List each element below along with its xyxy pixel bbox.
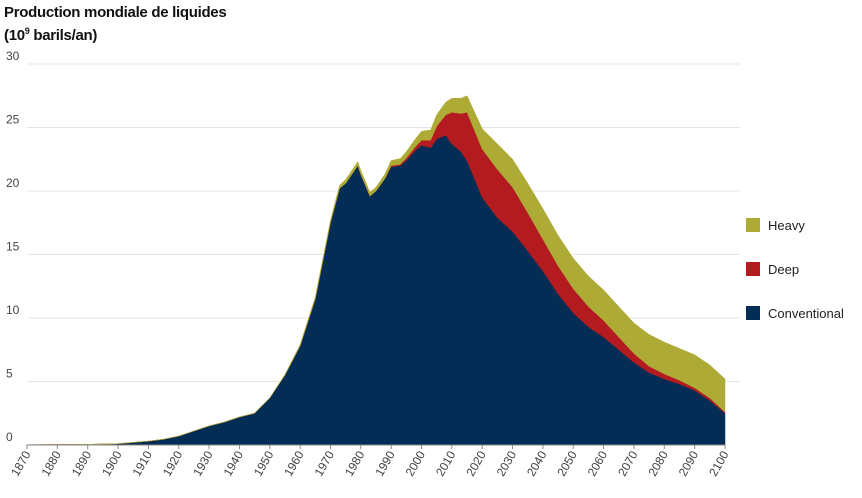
x-tick-label: 2040 [524, 448, 550, 478]
x-tick-label: 2070 [615, 448, 641, 478]
legend-label-heavy: Heavy [768, 217, 805, 233]
y-tick-label: 10 [6, 303, 20, 317]
x-tick-label: 1880 [38, 448, 64, 478]
x-tick-label: 1940 [221, 448, 247, 478]
chart-title: Production mondiale de liquides [4, 4, 227, 21]
x-tick-label: 1910 [130, 448, 156, 478]
unit-exponent: 9 [24, 26, 30, 36]
legend-swatch-deep [746, 262, 760, 276]
area-heavy [26, 95, 726, 445]
y-tick-label: 20 [6, 176, 20, 190]
legend-swatch-conventional [746, 306, 760, 320]
x-tick-label: 2100 [706, 448, 732, 478]
x-tick-label: 1990 [372, 448, 398, 478]
x-tick-label: 2000 [403, 448, 429, 478]
x-tick-label: 2050 [554, 448, 580, 478]
legend-item-conventional: Conventional [746, 302, 844, 324]
x-tick-label: 1890 [69, 448, 95, 478]
x-tick-label: 1920 [160, 448, 186, 478]
y-tick-label: 25 [6, 113, 20, 127]
y-tick-label: 0 [6, 430, 13, 444]
x-tick-label: 1960 [281, 448, 307, 478]
x-tick-label: 2080 [645, 448, 671, 478]
unit-rest: barils/an) [29, 27, 98, 44]
x-tick-label: 2060 [585, 448, 611, 478]
y-tick-label: 30 [6, 49, 20, 63]
legend-swatch-heavy [746, 218, 760, 232]
x-tick-label: 1870 [8, 448, 34, 478]
x-tick-label: 2090 [676, 448, 702, 478]
legend-label-conventional: Conventional [768, 305, 844, 321]
area-conventional [26, 134, 726, 446]
legend: Heavy Deep Conventional [746, 214, 844, 346]
x-tick-label: 1980 [342, 448, 368, 478]
y-tick-label: 15 [6, 240, 20, 254]
legend-label-deep: Deep [768, 261, 800, 277]
x-tick-label: 1930 [190, 448, 216, 478]
unit-base: (10 [4, 27, 25, 44]
legend-item-deep: Deep [746, 258, 844, 280]
x-tick-label: 2010 [433, 448, 459, 478]
x-tick-label: 1950 [251, 448, 277, 478]
chart-unit-label: (109 barils/an) [4, 26, 97, 44]
x-tick-label: 2030 [494, 448, 520, 478]
x-tick-label: 1970 [312, 448, 338, 478]
x-tick-label: 1900 [99, 448, 125, 478]
y-tick-label: 5 [6, 367, 13, 381]
legend-item-heavy: Heavy [746, 214, 844, 236]
x-tick-label: 2020 [463, 448, 489, 478]
area-series [26, 95, 726, 446]
